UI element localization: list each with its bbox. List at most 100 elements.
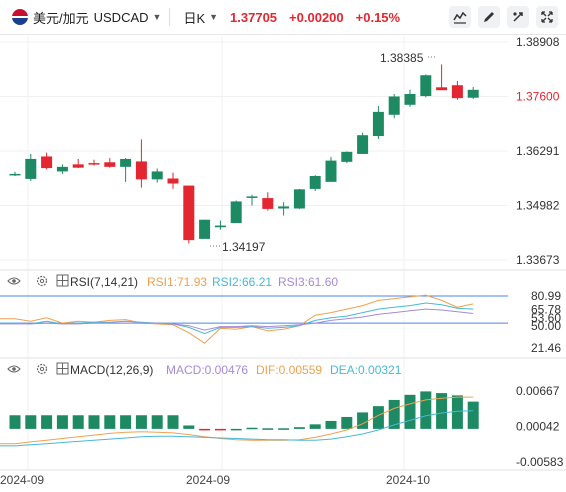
chevron-down-icon[interactable]: ▼ — [209, 12, 219, 22]
macd-bar — [230, 428, 242, 431]
dea-line — [0, 410, 474, 447]
settings-gear-icon[interactable] — [36, 275, 48, 287]
rsi-line-3 — [0, 308, 474, 331]
price-tick-label: 1.37600 — [516, 89, 560, 103]
price-change-percent: +0.15% — [355, 9, 401, 25]
rsi-tick-label: 80.99 — [531, 289, 561, 303]
macd-bar — [357, 412, 369, 429]
candle-body — [151, 171, 163, 180]
indicator-panel-icon[interactable] — [56, 274, 69, 287]
rsi-legend: RSI(7,14,21) RSI1:71.93 RSI2:66.21 RSI3:… — [7, 274, 338, 289]
price-tick-label: 1.38908 — [516, 35, 560, 49]
symbol-name[interactable]: 美元/加元 — [33, 10, 89, 26]
candle-body — [25, 158, 37, 179]
time-tick-label: 2024-09 — [186, 473, 230, 487]
symbol-code[interactable]: USDCAD — [93, 9, 149, 25]
dea-label: DEA:0.00321 — [330, 363, 402, 377]
candle-body — [293, 189, 305, 209]
macd-bar — [372, 406, 384, 429]
rsi2-label: RSI2:66.21 — [212, 275, 272, 289]
macd-bar — [404, 394, 416, 429]
candle-body — [135, 161, 147, 180]
candle-body — [214, 225, 226, 228]
macd-bar — [436, 393, 448, 429]
macd-histogram — [9, 391, 479, 431]
macd-bar — [135, 415, 147, 429]
candle-body — [404, 93, 416, 105]
candle-body — [56, 166, 68, 172]
candle-body — [72, 164, 84, 168]
divider — [169, 8, 171, 26]
macd-bar — [88, 415, 100, 429]
indicator-panel-icon[interactable] — [56, 362, 69, 375]
macd-bar — [451, 395, 463, 429]
candle-body — [88, 163, 100, 165]
macd-bar — [309, 424, 321, 429]
time-tick-label: 2024-09 — [0, 473, 44, 487]
usd-cad-flag-icon — [12, 9, 28, 25]
macd-bar — [9, 415, 21, 429]
rsi-tick-label: 53.60 — [531, 311, 561, 325]
rsi-title: RSI(7,14,21) — [70, 275, 138, 289]
candle-body — [309, 176, 321, 189]
macd-bar — [183, 425, 195, 429]
candle-body — [167, 178, 179, 184]
draw-icon[interactable] — [478, 6, 500, 28]
macd-legend: MACD(12,26,9) MACD:0.00476 DIF:0.00559 D… — [7, 362, 402, 377]
macd-bar — [104, 415, 116, 429]
rsi-line-2 — [0, 302, 474, 335]
macd-lines — [0, 396, 474, 447]
fullscreen-icon[interactable] — [536, 6, 558, 28]
macd-title: MACD(12,26,9) — [70, 363, 153, 377]
candle-body — [325, 160, 337, 182]
rsi-line-1 — [0, 294, 474, 344]
candle-body — [41, 156, 53, 169]
macd-bar — [388, 399, 400, 429]
rsi1-label: RSI1:71.93 — [147, 275, 207, 289]
candle-body — [278, 206, 290, 209]
rsi-tick-label: 50.00 — [531, 319, 561, 333]
price-tick-label: 1.33673 — [516, 253, 560, 267]
price-tick-label: 1.34982 — [516, 198, 560, 212]
macd-bar — [420, 391, 432, 429]
candle-body — [341, 151, 353, 162]
macd-axis: 0.00667 0.00042 -0.00583 — [516, 384, 564, 469]
candle-body — [104, 162, 116, 167]
macd-tick-label: -0.00583 — [516, 455, 564, 469]
rsi-tick-label: 65.78 — [531, 302, 561, 316]
candle-body — [388, 96, 400, 115]
candle-body — [451, 85, 463, 99]
chevron-down-icon[interactable]: ▼ — [152, 12, 162, 22]
macd-bar — [120, 415, 132, 429]
timeframe-selector[interactable]: 日K — [183, 10, 206, 26]
macd-bar — [199, 428, 211, 431]
candle-body — [436, 87, 448, 91]
eye-icon[interactable] — [7, 277, 21, 285]
macd-bar — [467, 401, 479, 429]
candle-body — [9, 173, 21, 176]
macd-bar — [325, 420, 337, 429]
macd-bar — [278, 428, 290, 430]
grid — [0, 36, 508, 470]
candle-body — [230, 201, 242, 224]
eye-icon[interactable] — [7, 365, 21, 373]
macd-bar — [214, 428, 226, 431]
settings-gear-icon[interactable] — [36, 363, 48, 375]
macd-bar — [293, 427, 305, 429]
chart-header: 美元/加元 USDCAD ▼ 日K ▼ 1.37705 +0.00200 +0.… — [0, 0, 566, 35]
macd-label: MACD:0.00476 — [166, 363, 248, 377]
settings-icon[interactable] — [507, 6, 529, 28]
candle-body — [120, 158, 132, 167]
dif-line — [0, 396, 474, 445]
macd-bar — [246, 427, 258, 430]
indicator-icon[interactable] — [449, 6, 471, 28]
candle-body — [357, 135, 369, 154]
candle-body — [372, 111, 384, 137]
last-price: 1.37705 — [230, 9, 278, 25]
price-tick-label: 1.36291 — [516, 144, 560, 158]
macd-tick-label: 0.00667 — [516, 384, 560, 398]
macd-bar — [151, 415, 163, 429]
price-change: +0.00200 — [289, 9, 344, 25]
macd-bar — [72, 415, 84, 429]
